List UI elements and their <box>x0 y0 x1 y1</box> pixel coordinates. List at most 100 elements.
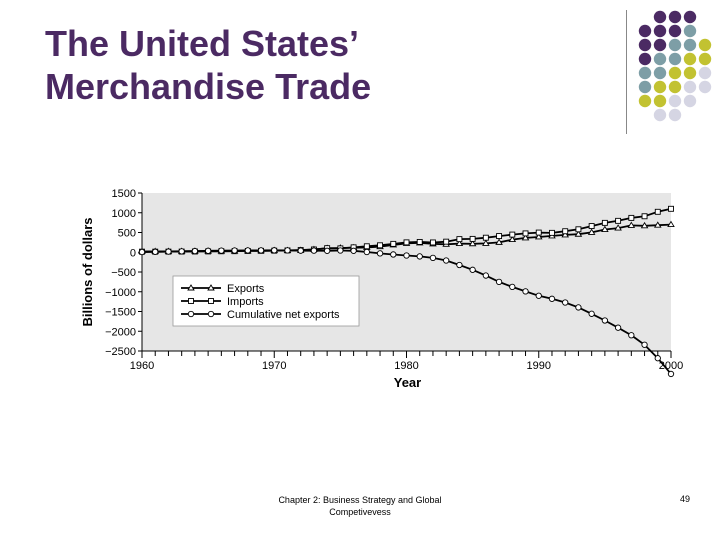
legend-marker <box>187 310 195 318</box>
chart-svg: 1500 1000 500 0 −500 −1000 −1500 −2000 −2500 196… <box>80 188 683 390</box>
cumulative-net-exports-point <box>522 288 529 295</box>
series-lines <box>138 205 675 378</box>
decorative-dot <box>683 10 697 24</box>
decorative-dot <box>653 52 667 66</box>
x-tick-label: 2000 <box>659 360 683 372</box>
plot-area <box>142 193 671 351</box>
y-tick-label: 1500 <box>112 188 136 200</box>
cumulative-net-exports-point <box>443 257 450 264</box>
decorative-dot <box>653 66 667 80</box>
exports-point <box>587 228 596 235</box>
decorative-dot <box>698 66 712 80</box>
cumulative-net-exports-point <box>363 248 370 256</box>
title-line-1: The United States’ <box>45 23 360 64</box>
cumulative-net-exports-point <box>628 332 635 339</box>
imports-point <box>628 214 635 221</box>
legend-label: Exports <box>227 283 265 295</box>
cumulative-net-exports-point <box>495 278 503 286</box>
imports-point <box>588 223 595 230</box>
cumulative-net-exports-point <box>271 247 278 254</box>
y-tick-label: −500 <box>111 267 136 279</box>
exports-point <box>521 234 530 241</box>
cumulative-net-exports-point <box>588 310 595 317</box>
y-tick-label: −1500 <box>105 307 136 319</box>
cumulative-net-exports-point <box>429 254 437 262</box>
cumulative-net-exports-point <box>191 247 199 255</box>
imports-point <box>363 243 370 250</box>
decorative-dot <box>668 38 682 52</box>
slide-title: The United States’ Merchandise Trade <box>45 22 565 108</box>
exports-point <box>640 221 649 229</box>
imports-point <box>443 238 450 245</box>
cumulative-net-exports-point <box>310 247 318 254</box>
x-tick-label: 1980 <box>394 360 418 372</box>
cumulative-net-exports-point <box>641 341 648 348</box>
cumulative-net-exports-point <box>152 248 159 255</box>
exports-point <box>455 239 464 247</box>
exports-point <box>534 233 543 240</box>
exports-point <box>508 235 517 243</box>
cumulative-net-exports-point <box>469 266 476 273</box>
cumulative-net-exports-series <box>138 247 675 378</box>
decorative-dot <box>668 66 682 80</box>
cumulative-net-exports-point <box>178 248 185 255</box>
imports-point <box>575 226 582 233</box>
footer-caption: Chapter 2: Business Strategy and Global … <box>260 494 460 518</box>
exports-point <box>561 231 569 238</box>
decorative-dot <box>653 38 667 52</box>
x-tick-label: 1990 <box>527 360 551 372</box>
imports-point <box>615 217 622 224</box>
y-tick-label: 1000 <box>112 208 136 220</box>
y-tick-label: 0 <box>130 247 136 259</box>
legend-marker <box>207 284 215 291</box>
cumulative-net-exports-point <box>323 247 331 254</box>
decorative-dot <box>698 52 712 66</box>
decorative-dot <box>668 80 682 94</box>
cumulative-net-exports-point <box>667 370 675 378</box>
imports-point <box>562 228 569 235</box>
footer-line-1: Chapter 2: Business Strategy and Global <box>278 495 442 505</box>
exports-point <box>667 220 675 228</box>
decorative-dot <box>653 108 667 122</box>
cumulative-net-exports-point <box>297 247 304 254</box>
title-divider <box>626 10 627 134</box>
y-tick-label: −2000 <box>105 326 136 338</box>
decorative-dot <box>638 66 652 80</box>
cumulative-net-exports-point <box>601 317 609 324</box>
decorative-dot <box>683 24 697 38</box>
cumulative-net-exports-point <box>376 250 384 257</box>
cumulative-net-exports-point <box>535 292 542 299</box>
title-line-2: Merchandise Trade <box>45 66 372 107</box>
exports-point <box>653 221 662 228</box>
decorative-dot <box>683 38 697 52</box>
decorative-dot <box>683 52 697 66</box>
decorative-dot <box>638 38 652 52</box>
exports-point <box>495 238 503 245</box>
exports-point <box>574 230 583 237</box>
decorative-dot <box>638 52 652 66</box>
imports-point <box>416 238 423 245</box>
decorative-dot <box>653 80 667 94</box>
imports-point <box>601 219 608 226</box>
imports-point <box>522 230 529 237</box>
decorative-dot <box>638 94 652 108</box>
trade-chart: 1500 1000 500 0 −500 −1000 −1500 −2000 −2500 196… <box>70 180 700 400</box>
decorative-dot <box>698 38 712 52</box>
cumulative-net-exports-point <box>284 247 291 254</box>
cumulative-net-exports-point <box>562 299 569 306</box>
x-axis-label: Year <box>394 375 421 390</box>
x-axis: 1960 1970 1980 1990 2000 <box>130 350 683 372</box>
cumulative-net-exports-point <box>416 253 423 260</box>
page-number: 49 <box>679 494 690 504</box>
legend-marker <box>187 284 195 291</box>
cumulative-net-exports-point <box>257 247 265 254</box>
y-tick-label: −1000 <box>105 287 136 299</box>
decorative-dot <box>683 94 697 108</box>
cumulative-net-exports-point <box>350 247 357 254</box>
cumulative-net-exports-point <box>244 247 251 254</box>
decorative-dot <box>683 66 697 80</box>
cumulative-net-exports-point <box>482 272 489 279</box>
cumulative-net-exports-point <box>654 355 661 362</box>
legend-marker <box>207 310 215 318</box>
legend-label: Cumulative net exports <box>227 309 340 321</box>
